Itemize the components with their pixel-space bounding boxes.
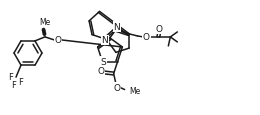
Text: O: O [55, 36, 62, 45]
Text: O: O [156, 25, 163, 34]
Text: N: N [114, 23, 120, 32]
Text: O: O [113, 83, 120, 92]
Text: Me: Me [130, 86, 141, 95]
Text: F: F [9, 72, 14, 81]
Text: O: O [97, 66, 104, 75]
Text: F: F [18, 77, 23, 86]
Text: O: O [143, 33, 150, 42]
Text: N: N [101, 36, 108, 45]
Text: S: S [100, 58, 106, 66]
Text: F: F [11, 80, 16, 89]
Text: Me: Me [39, 18, 51, 27]
